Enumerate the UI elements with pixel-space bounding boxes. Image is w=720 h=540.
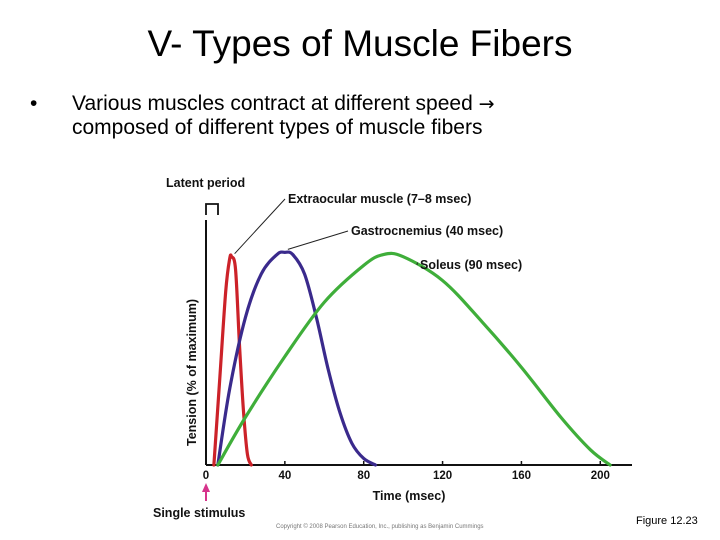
x-tick-label: 40 — [278, 470, 291, 482]
series-label-soleus: Soleus (90 msec) — [420, 258, 522, 272]
figure-label: Figure 12.23 — [636, 515, 698, 527]
copyright-text: Copyright © 2008 Pearson Education, Inc.… — [276, 524, 484, 530]
bullet-line-1-text: Various muscles contract at different sp… — [72, 92, 473, 115]
bullet-line-1: Various muscles contract at different sp… — [72, 92, 692, 116]
chart-axes — [202, 203, 632, 501]
series-line-gastrocnemius — [216, 250, 378, 467]
series-label-extraocular: Extraocular muscle (7–8 msec) — [288, 192, 471, 206]
slide-title: V- Types of Muscle Fibers — [147, 23, 573, 64]
x-axis-title: Time (msec) — [373, 489, 446, 503]
leader-lines — [234, 198, 418, 266]
series-line-extraocular — [212, 253, 253, 467]
bullet-line-2: composed of different types of muscle fi… — [72, 116, 483, 139]
leader-line-gastrocnemius — [287, 230, 349, 250]
bullet-dot: • — [30, 92, 38, 115]
series-label-gastrocnemius: Gastrocnemius (40 msec) — [351, 224, 503, 238]
right-arrow-icon: → — [478, 93, 495, 115]
chart-text: 0 40 80 120 160 200 Time (msec) Tension (% of m… — [153, 176, 610, 520]
x-tick-label: 160 — [512, 470, 531, 482]
latent-period-bracket — [205, 203, 219, 215]
latent-period-label: Latent period — [166, 176, 245, 190]
stimulus-arrow-icon — [202, 483, 210, 492]
series-line-soleus — [216, 251, 612, 467]
series-layer — [212, 250, 612, 467]
x-tick-label: 200 — [591, 470, 610, 482]
x-tick-label: 120 — [433, 470, 452, 482]
twitch-tension-chart: 0 40 80 120 160 200 Time (msec) Tension (% of m… — [153, 176, 632, 520]
leader-line-extraocular — [234, 198, 286, 255]
bullet-text: Various muscles contract at different sp… — [72, 92, 692, 140]
single-stimulus-label: Single stimulus — [153, 506, 245, 520]
y-axis-title: Tension (% of maximum) — [185, 299, 199, 446]
x-tick-label: 80 — [357, 470, 370, 482]
x-tick-label: 0 — [203, 470, 209, 482]
